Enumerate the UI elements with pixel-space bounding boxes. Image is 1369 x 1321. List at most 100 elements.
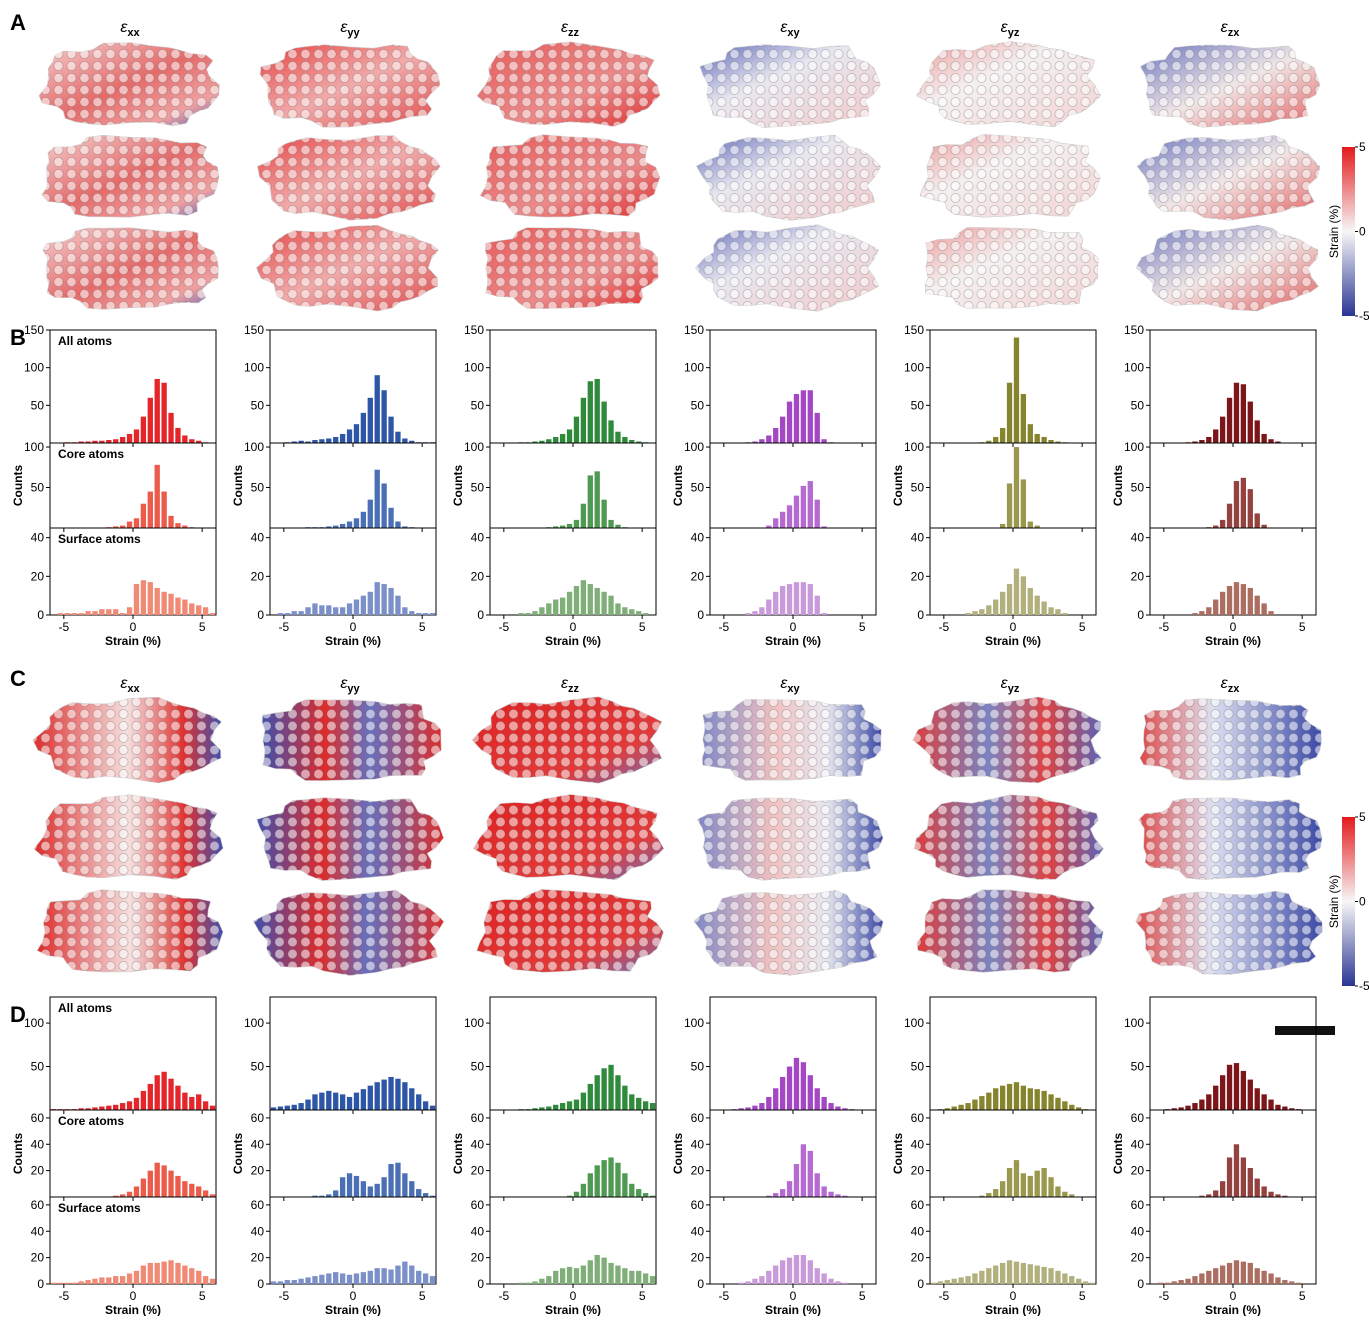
y-tick-label: 60 <box>471 1111 485 1125</box>
y-tick-label: 50 <box>1131 481 1145 495</box>
x-tick-label: -5 <box>498 620 509 634</box>
histogram-bar <box>127 522 132 528</box>
plot-frame <box>930 443 1096 528</box>
histogram-bar <box>993 1266 998 1284</box>
histogram-bar <box>347 1275 352 1284</box>
title-subscript: xx <box>127 27 140 39</box>
y-tick-label: 20 <box>31 569 45 583</box>
histogram-bar <box>375 375 380 443</box>
histogram-bar <box>828 1279 833 1284</box>
histogram-bar <box>993 600 998 615</box>
histogram-bar <box>835 1107 840 1110</box>
x-axis-label: Strain (%) <box>1205 634 1261 648</box>
y-tick-label: 0 <box>257 1277 264 1291</box>
atom-overlay <box>258 136 441 221</box>
histogram-bar <box>1241 384 1246 443</box>
histogram-bar <box>1007 1084 1012 1110</box>
histogram-bar <box>175 1263 180 1284</box>
plot-frame <box>710 1197 876 1284</box>
y-tick-label: 40 <box>691 1224 705 1238</box>
histogram-bar <box>319 439 324 443</box>
histogram-bar <box>51 1283 56 1284</box>
histogram-bar <box>361 596 366 615</box>
x-tick-label: -5 <box>278 1289 289 1303</box>
histogram-bar <box>333 1190 338 1197</box>
y-axis-label: Counts <box>231 465 245 507</box>
histogram-bar <box>278 1107 283 1110</box>
y-tick-label: 50 <box>31 398 45 412</box>
histogram-bar <box>808 584 813 615</box>
histogram-bar <box>120 437 125 443</box>
histogram-bar <box>1062 1101 1067 1110</box>
histogram-bar <box>120 1103 125 1110</box>
y-tick-label: 100 <box>1124 1016 1144 1030</box>
y-tick-label: 40 <box>1131 1224 1145 1238</box>
histogram-bar <box>1035 1089 1040 1110</box>
histogram-bar <box>615 603 620 615</box>
x-tick-label: 5 <box>419 1289 426 1303</box>
histogram-bar <box>168 516 173 528</box>
y-axis-label: Counts <box>11 1133 25 1175</box>
histogram-bar <box>1241 584 1246 615</box>
histogram-bar <box>828 1192 833 1197</box>
histogram-bar <box>801 390 806 443</box>
y-axis-label: Counts <box>451 465 465 507</box>
histogram-bar <box>808 1260 813 1284</box>
y-tick-label: 40 <box>691 531 705 545</box>
histogram-bar <box>794 496 799 528</box>
colorbar-tick-label: 5 <box>1359 810 1366 824</box>
title-subscript: yy <box>347 27 360 39</box>
histogram-bar <box>595 379 600 443</box>
histogram-bar <box>518 613 523 615</box>
histogram-bar <box>361 413 366 443</box>
histogram-bar <box>1069 1105 1074 1110</box>
y-tick-label: 60 <box>251 1198 265 1212</box>
histogram-bar <box>388 1077 393 1110</box>
histogram-bar <box>127 607 132 615</box>
y-tick-label: 0 <box>917 1277 924 1291</box>
histogram-bar <box>182 435 187 443</box>
histogram-bar <box>518 1283 523 1284</box>
histogram-bar <box>553 437 558 443</box>
x-tick-label: 5 <box>199 620 206 634</box>
histogram-bar <box>567 592 572 615</box>
histogram-bar <box>1028 1264 1033 1284</box>
map-title: εyy <box>340 675 360 695</box>
histogram-bar <box>161 1072 166 1110</box>
histogram-bar <box>78 613 83 615</box>
histogram-bar <box>395 1079 400 1110</box>
histogram-bar <box>210 1279 215 1284</box>
histogram-bar <box>821 1273 826 1284</box>
x-axis-label: Strain (%) <box>105 634 161 648</box>
histogram-bar <box>168 1171 173 1197</box>
histogram-bar <box>567 429 572 443</box>
plot-frame <box>1150 330 1316 443</box>
y-tick-label: 50 <box>1131 1060 1145 1074</box>
histogram-bar <box>1014 1160 1019 1197</box>
histogram-bar <box>622 1268 627 1284</box>
histogram-bar <box>381 1268 386 1284</box>
row-annotation: Surface atoms <box>58 532 141 546</box>
histogram-bar <box>1255 420 1260 443</box>
histogram-bar <box>595 588 600 615</box>
histogram-bar <box>141 1091 146 1110</box>
histogram-bar <box>1261 1186 1266 1197</box>
y-tick-label: 50 <box>251 1060 265 1074</box>
y-tick-label: 50 <box>911 398 925 412</box>
histogram-bar <box>821 439 826 443</box>
histogram-bar <box>738 1283 743 1284</box>
plot-frame <box>1150 443 1316 528</box>
y-tick-label: 0 <box>37 1277 44 1291</box>
y-tick-label: 60 <box>691 1198 705 1212</box>
histogram-bar <box>106 1277 111 1284</box>
atom-overlay <box>914 795 1103 880</box>
y-tick-label: 100 <box>904 440 924 454</box>
histogram-bar <box>801 1144 806 1197</box>
histogram-bar <box>1275 1277 1280 1284</box>
title-subscript: xx <box>127 683 140 695</box>
plot-frame <box>1150 1197 1316 1284</box>
histogram-bar <box>525 613 530 615</box>
y-tick-label: 0 <box>917 608 924 622</box>
histogram-bar <box>1062 613 1067 615</box>
histogram-bar <box>58 613 63 615</box>
